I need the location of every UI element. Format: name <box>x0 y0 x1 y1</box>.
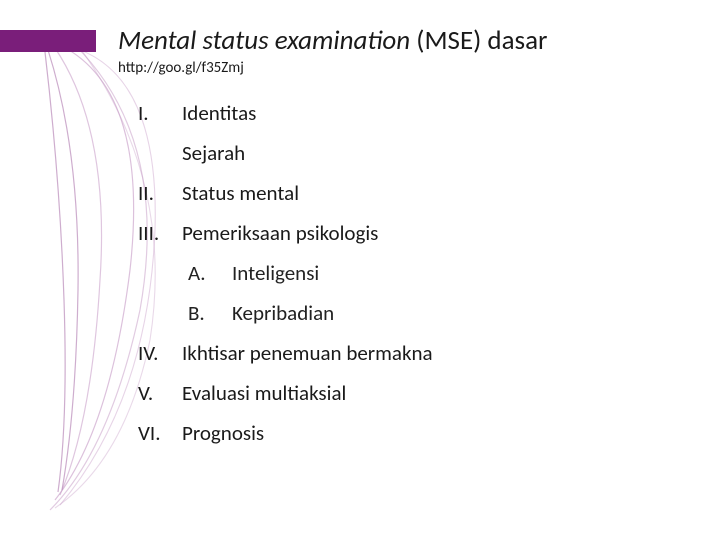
list-item: II. Status mental <box>138 180 678 206</box>
slide-title: Mental status examination (MSE) dasar <box>118 24 678 57</box>
accent-bar <box>0 30 96 52</box>
item-text: Sejarah <box>182 140 678 166</box>
item-text: Identitas <box>182 100 678 126</box>
subitem-text: Inteligensi <box>232 260 678 286</box>
list-item: Sejarah <box>138 140 678 166</box>
list-item: IV. Ikhtisar penemuan bermakna <box>138 340 678 366</box>
title-rest: (MSE) dasar <box>410 24 547 57</box>
subitem-text: Kepribadian <box>232 300 678 326</box>
list-item: V. Evaluasi multiaksial <box>138 380 678 406</box>
item-text: Status mental <box>182 180 678 206</box>
item-text: Ikhtisar penemuan bermakna <box>182 340 678 366</box>
outline-content: I. Identitas Sejarah II. Status mental I… <box>138 100 678 460</box>
sublist-item: A. Inteligensi <box>138 260 678 286</box>
item-text: Prognosis <box>182 420 678 446</box>
item-number: III. <box>138 220 182 246</box>
list-item: III. Pemeriksaan psikologis <box>138 220 678 246</box>
item-number: IV. <box>138 340 182 366</box>
item-text: Pemeriksaan psikologis <box>182 220 678 246</box>
subitem-number: A. <box>188 260 232 286</box>
sublist-item: B. Kepribadian <box>138 300 678 326</box>
subitem-number: B. <box>188 300 232 326</box>
subtitle-link-text: http://goo.gl/f35Zmj <box>118 59 678 77</box>
item-number: V. <box>138 380 182 406</box>
title-italic: Mental status examination <box>118 24 410 57</box>
list-item: VI. Prognosis <box>138 420 678 446</box>
list-item: I. Identitas <box>138 100 678 126</box>
item-number: II. <box>138 180 182 206</box>
item-text: Evaluasi multiaksial <box>182 380 678 406</box>
item-number: I. <box>138 100 182 126</box>
title-area: Mental status examination (MSE) dasar ht… <box>118 24 678 77</box>
item-number: VI. <box>138 420 182 446</box>
